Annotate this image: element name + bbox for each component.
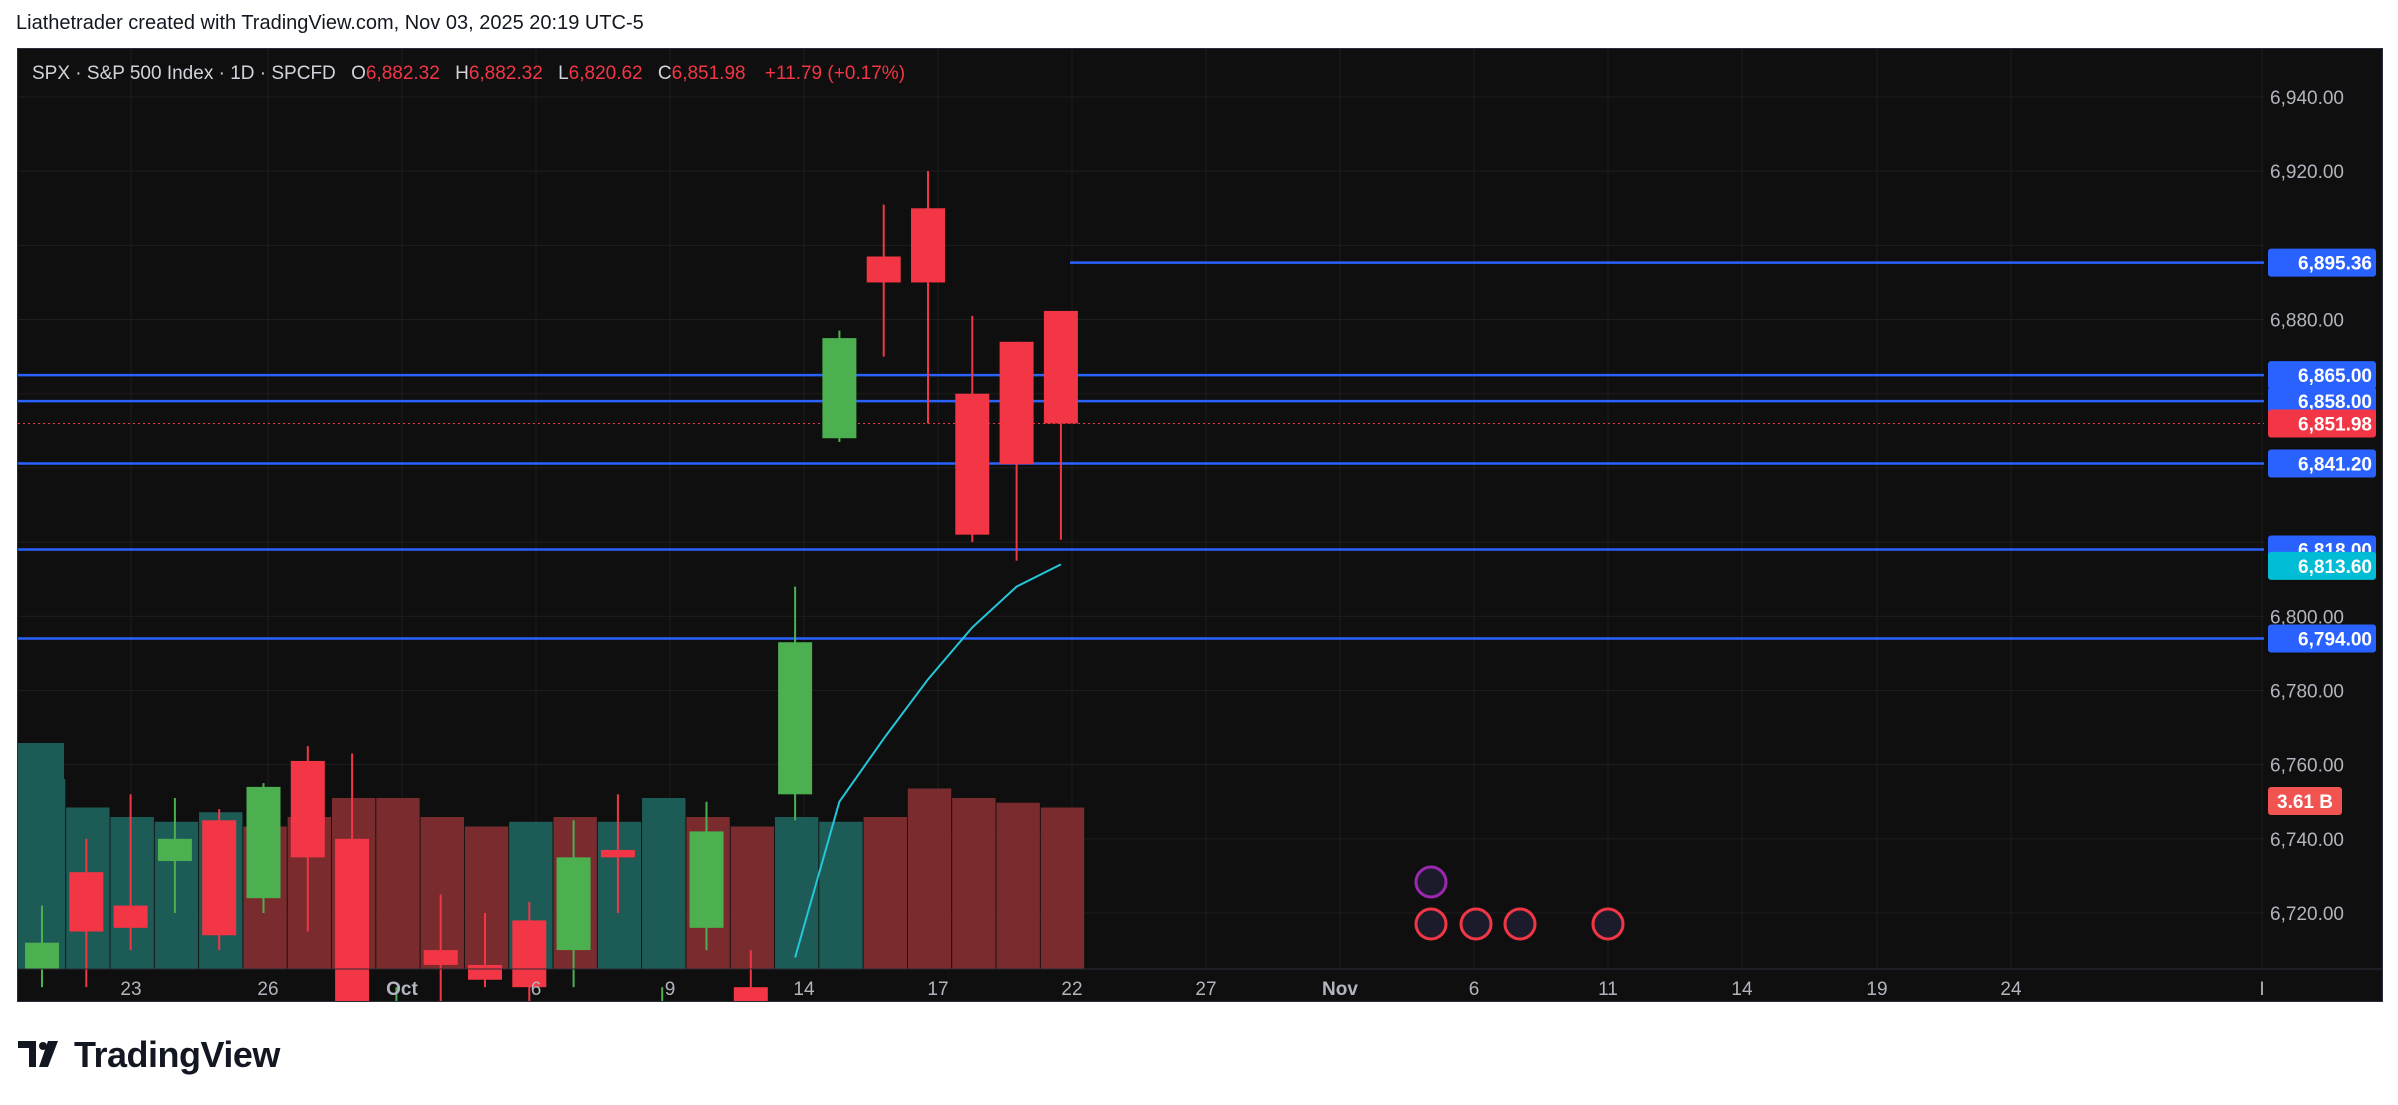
volume-bar <box>642 798 686 969</box>
level-price-badge: 6,841.20 <box>2298 454 2372 475</box>
time-axis-label: I <box>2259 979 2264 1000</box>
price-axis-label: 6,780.00 <box>2270 681 2344 702</box>
time-axis-label: 9 <box>665 979 676 1000</box>
time-axis-label: 14 <box>793 979 815 1000</box>
level-price-badge: 6,858.00 <box>2298 392 2372 413</box>
us-flag-event-icon[interactable] <box>1414 907 1448 941</box>
volume-bar <box>819 821 863 969</box>
time-axis-label: 6 <box>1469 979 1480 1000</box>
volume-bar <box>464 826 509 969</box>
time-axis-label: 22 <box>1061 979 1082 1000</box>
time-axis-label: 11 <box>1598 979 1618 1000</box>
volume-bar <box>774 817 819 969</box>
time-axis-label: Nov <box>1322 979 1358 1000</box>
volume-badge-bg <box>2268 787 2342 815</box>
volume-bar <box>996 802 1040 969</box>
us-flag-event-icon[interactable] <box>1591 907 1625 941</box>
candle-body[interactable] <box>113 905 148 928</box>
symbol-label: SPX · S&P 500 Index · 1D · SPCFD <box>32 63 336 84</box>
price-axis-label: 6,920.00 <box>2270 162 2344 183</box>
candle-body[interactable] <box>733 987 768 1001</box>
tradingview-brand: TradingView <box>74 1034 280 1075</box>
chart-panel[interactable]: 6,720.00 6,740.00 6,760.00 6,780.00 6,800.00… <box>17 48 2383 1002</box>
close-label: C <box>657 63 672 84</box>
candle-body[interactable] <box>246 786 281 899</box>
symbol-legend: SPX · S&P 500 Index · 1D · SPCFD O6,882.… <box>32 63 905 85</box>
candle-body[interactable] <box>600 849 635 858</box>
candle-body[interactable] <box>423 950 458 965</box>
level-price-badge-bg <box>2268 624 2376 653</box>
candle-body[interactable] <box>468 964 502 980</box>
ma-price-badge: 6,813.60 <box>2298 557 2372 578</box>
volume-bar <box>110 817 154 969</box>
volume-bar <box>376 798 420 969</box>
volume-bar <box>730 826 775 969</box>
time-axis-label: 17 <box>927 979 948 1000</box>
candle-body[interactable] <box>778 642 813 795</box>
volume-bar <box>1040 807 1085 969</box>
volume-bar <box>863 817 907 969</box>
candle-body[interactable] <box>157 838 192 862</box>
candle-body[interactable] <box>335 838 370 1001</box>
last-price-badge-bg <box>2268 409 2376 438</box>
time-axis-label: 27 <box>1195 979 1216 1000</box>
candle-body[interactable] <box>202 820 237 936</box>
level-price-badge-bg <box>2268 361 2376 390</box>
us-flag-event-icon[interactable] <box>1503 907 1537 941</box>
candle-body[interactable] <box>955 393 990 535</box>
candle-body[interactable] <box>512 920 547 988</box>
low-value: 6,820.62 <box>568 63 643 84</box>
price-axis-label: 6,880.00 <box>2270 311 2344 332</box>
candle-body[interactable] <box>911 208 945 283</box>
level-price-badge-bg <box>2268 387 2376 416</box>
price-axis-label: 6,760.00 <box>2270 756 2344 777</box>
high-value: 6,882.32 <box>468 63 543 84</box>
time-axis-label: 6 <box>531 979 542 1000</box>
change-value: +11.79 (+0.17%) <box>764 63 906 84</box>
time-axis-label: 14 <box>1731 979 1753 1000</box>
price-axis-label: 6,800.00 <box>2270 607 2344 628</box>
candle-body[interactable] <box>1043 310 1078 424</box>
tradingview-logo-icon <box>18 1041 58 1067</box>
time-axis-label: Oct <box>386 979 418 1000</box>
time-axis-label: 24 <box>2000 979 2022 1000</box>
volume-bar <box>952 798 996 969</box>
low-label: L <box>558 63 569 84</box>
candle-body[interactable] <box>822 338 857 439</box>
time-axis-label: 26 <box>257 979 278 1000</box>
open-label: O <box>351 63 366 84</box>
high-label: H <box>455 63 469 84</box>
price-axis-label: 6,740.00 <box>2270 830 2344 851</box>
time-axis-label: 23 <box>120 979 141 1000</box>
candle-body[interactable] <box>999 341 1034 465</box>
volume-bar <box>420 817 464 969</box>
open-value: 6,882.32 <box>365 63 440 84</box>
candle-body[interactable] <box>69 872 104 932</box>
candle-body[interactable] <box>290 760 325 858</box>
time-axis-label: 19 <box>1866 979 1887 1000</box>
price-axis-label: 6,720.00 <box>2270 904 2344 925</box>
level-price-badge: 6,865.00 <box>2298 366 2372 387</box>
level-price-badge-bg <box>2268 449 2376 478</box>
volume-badge: 3.61 B <box>2277 792 2333 813</box>
us-flag-event-icon[interactable] <box>1459 907 1493 941</box>
volume-bar <box>597 821 642 969</box>
level-price-badge: 6,895.36 <box>2298 254 2372 275</box>
last-price-badge: 6,851.98 <box>2298 414 2372 435</box>
candle-body[interactable] <box>866 256 901 283</box>
lightning-event-icon[interactable] <box>1414 865 1448 899</box>
tradingview-logo: TradingView <box>18 1034 280 1076</box>
price-axis-label: 6,940.00 <box>2270 88 2344 109</box>
volume-bar <box>907 788 952 969</box>
moving-average-line <box>794 563 1062 958</box>
ma-price-badge-bg <box>2268 551 2376 580</box>
chart-attribution: Liathetrader created with TradingView.co… <box>16 12 644 34</box>
level-price-badge-bg <box>2268 248 2376 277</box>
close-value: 6,851.98 <box>671 63 746 84</box>
level-price-badge: 6,794.00 <box>2298 630 2372 651</box>
candle-body[interactable] <box>556 857 591 951</box>
candle-body[interactable] <box>689 831 724 928</box>
candle-body[interactable] <box>25 942 59 969</box>
price-chart[interactable]: 6,720.00 6,740.00 6,760.00 6,780.00 6,800.00… <box>18 49 2382 1001</box>
